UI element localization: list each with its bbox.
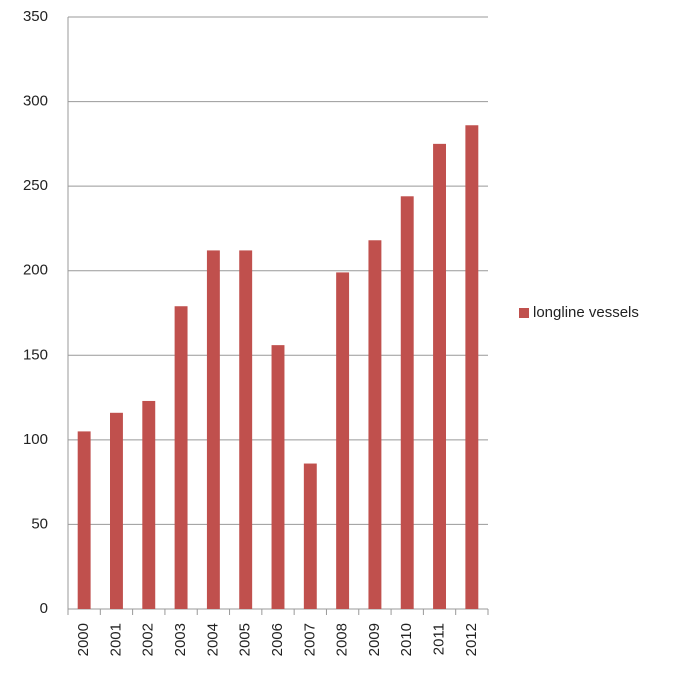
legend-label: longline vessels [533, 304, 639, 321]
x-tick-label: 2004 [204, 623, 221, 656]
y-tick-label: 100 [23, 431, 48, 448]
x-tick-label: 2006 [269, 623, 286, 656]
bar [110, 412, 123, 609]
x-tick-label: 2011 [431, 623, 448, 655]
bar [303, 463, 317, 609]
y-tick-label: 50 [31, 515, 48, 532]
y-tick-label: 350 [23, 8, 48, 25]
bar [368, 240, 382, 610]
x-tick-label: 2009 [366, 623, 383, 656]
bar [336, 272, 350, 609]
x-tick-label: 2007 [301, 623, 318, 656]
bar [239, 250, 253, 609]
x-tick-label: 2002 [140, 623, 157, 656]
y-tick-label: 250 [23, 177, 48, 194]
x-tick-label: 2010 [398, 623, 415, 656]
x-tick-label: 2005 [237, 623, 254, 656]
x-tick-label: 2000 [75, 623, 92, 656]
y-tick-label: 150 [23, 346, 48, 363]
y-tick-label: 0 [40, 600, 48, 617]
bar [77, 431, 91, 609]
y-tick-label: 200 [23, 262, 48, 279]
bar [400, 196, 414, 609]
y-tick-label: 300 [23, 93, 48, 110]
bar [174, 306, 188, 609]
x-tick-label: 2012 [463, 623, 480, 656]
bar [465, 125, 479, 609]
bar [433, 143, 446, 609]
x-tick-label: 2001 [107, 623, 124, 656]
x-tick-label: 2008 [334, 623, 351, 656]
bar [206, 250, 220, 609]
bar [271, 345, 285, 609]
x-tick-label: 2003 [172, 623, 189, 656]
legend-swatch [519, 308, 529, 318]
bar [142, 400, 156, 609]
